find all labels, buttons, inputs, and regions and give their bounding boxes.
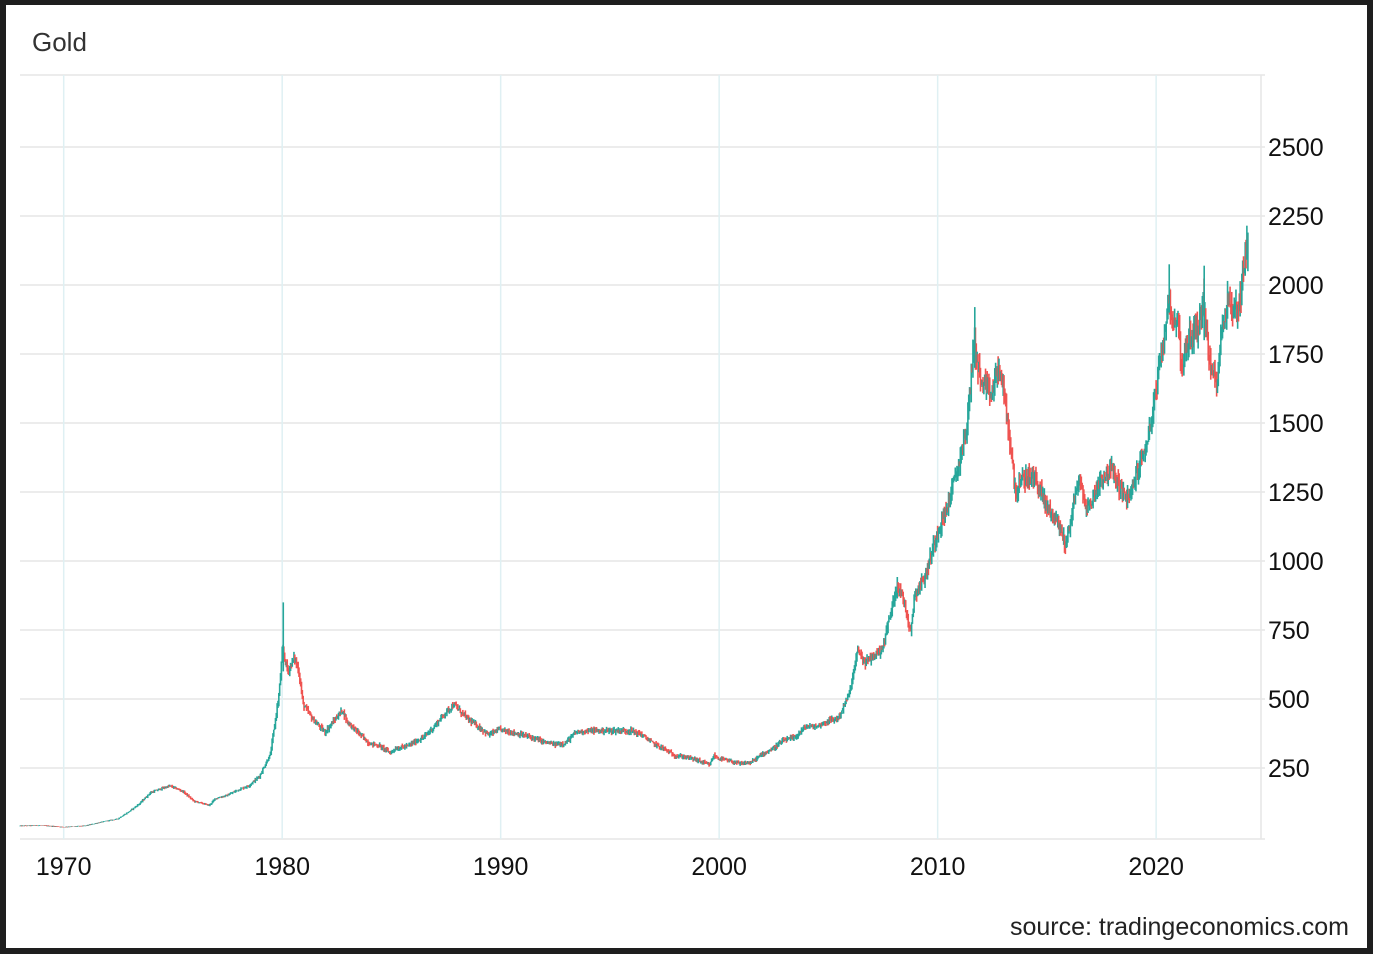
x-tick-label: 1980 [254, 853, 310, 881]
candles [19, 225, 1249, 828]
chart-title: Gold [32, 27, 87, 57]
x-tick-label: 2020 [1128, 853, 1184, 881]
y-tick-label: 2500 [1268, 134, 1324, 162]
x-tick-label: 1970 [36, 853, 92, 881]
x-tick-label: 2010 [910, 853, 966, 881]
chart-frame: Gold 250 500 750 1000 1250 1500 1750 2000 2250 25… [6, 5, 1367, 948]
grid [20, 74, 1265, 840]
y-tick-label: 1500 [1268, 410, 1324, 438]
axes: 250 500 750 1000 1250 1500 1750 2000 2250 2500 197… [36, 134, 1324, 881]
y-tick-label: 250 [1268, 755, 1310, 783]
y-tick-label: 500 [1268, 686, 1310, 714]
y-tick-label: 1000 [1268, 548, 1324, 576]
x-tick-label: 1990 [473, 853, 529, 881]
chart-plot: 250 500 750 1000 1250 1500 1750 2000 2250 2500 197… [19, 74, 1324, 881]
y-tick-label: 1250 [1268, 479, 1324, 507]
y-tick-label: 1750 [1268, 341, 1324, 369]
y-tick-label: 2000 [1268, 272, 1324, 300]
y-tick-label: 2250 [1268, 203, 1324, 231]
x-tick-label: 2000 [691, 853, 747, 881]
y-tick-label: 750 [1268, 617, 1310, 645]
source-label: source: tradingeconomics.com [1009, 913, 1349, 941]
